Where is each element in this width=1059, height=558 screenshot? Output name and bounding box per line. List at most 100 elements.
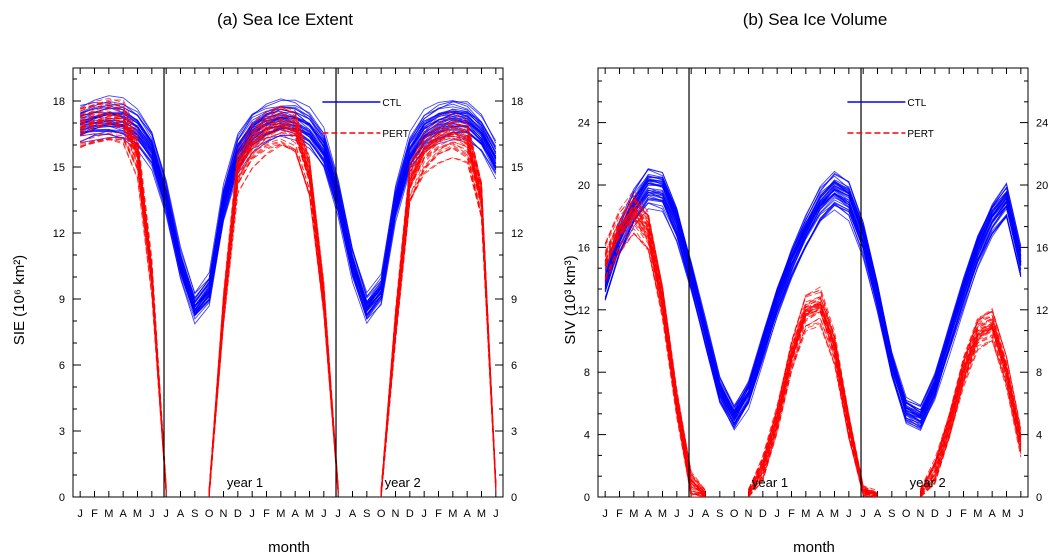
y-tick-label-left: 24 bbox=[578, 118, 590, 130]
y-tick-label-right: 0 bbox=[1036, 492, 1042, 504]
y-tick-label-right: 12 bbox=[511, 228, 523, 240]
panel-a-ylabel: SIE (10⁶ km²) bbox=[11, 255, 28, 345]
month-tick-label: A bbox=[177, 508, 185, 520]
series-ctl-member-line bbox=[80, 117, 497, 309]
legend-label-pert: PERT bbox=[382, 129, 409, 140]
series-ctl-member-line bbox=[80, 133, 497, 325]
series-pert-member-line bbox=[80, 101, 497, 492]
y-tick-label-left: 12 bbox=[53, 228, 65, 240]
series-pert-member-line bbox=[604, 210, 1022, 497]
y-tick-label-left: 4 bbox=[584, 430, 590, 442]
month-tick-label: J bbox=[602, 508, 608, 520]
month-tick-label: N bbox=[220, 508, 228, 520]
y-tick-label-right: 8 bbox=[1036, 367, 1042, 379]
series-pert-member-line bbox=[80, 120, 497, 495]
y-tick-label-left: 8 bbox=[584, 367, 590, 379]
series-ctl-member-line bbox=[80, 110, 497, 304]
series-pert-member-line bbox=[80, 119, 497, 497]
year-annotation: year 1 bbox=[752, 475, 788, 490]
month-tick-label: J bbox=[774, 508, 780, 520]
series-ctl-member-line bbox=[604, 180, 1022, 423]
y-tick-label-right: 16 bbox=[1036, 242, 1048, 254]
series-pert-member-line bbox=[604, 232, 1022, 497]
series-pert-member-line bbox=[80, 138, 497, 497]
month-tick-label: M bbox=[973, 508, 982, 520]
month-tick-label: M bbox=[801, 508, 810, 520]
month-tick-label: O bbox=[902, 508, 911, 520]
month-tick-label: J bbox=[421, 508, 427, 520]
month-tick-label: F bbox=[263, 508, 270, 520]
month-tick-label: M bbox=[448, 508, 457, 520]
month-tick-label: D bbox=[931, 508, 939, 520]
series-pert-member-line bbox=[79, 113, 497, 495]
y-tick-label-right: 18 bbox=[511, 96, 523, 108]
series-ctl-member-line bbox=[604, 191, 1022, 423]
month-tick-label: N bbox=[745, 508, 753, 520]
month-tick-label: S bbox=[716, 508, 723, 520]
month-tick-label: A bbox=[874, 508, 882, 520]
series-pert-member-line bbox=[80, 115, 497, 497]
series-pert-member-line bbox=[604, 232, 1022, 497]
series-pert-ensemble bbox=[604, 189, 1022, 497]
month-tick-label: J bbox=[846, 508, 852, 520]
y-tick-label-left: 0 bbox=[584, 492, 590, 504]
month-tick-label: M bbox=[477, 508, 486, 520]
month-tick-label: F bbox=[616, 508, 623, 520]
month-tick-label: O bbox=[377, 508, 386, 520]
series-pert-member-line bbox=[80, 114, 497, 494]
y-tick-label-left: 3 bbox=[59, 426, 65, 438]
month-tick-label: A bbox=[291, 508, 299, 520]
month-tick-label: J bbox=[335, 508, 341, 520]
month-tick-label: A bbox=[349, 508, 357, 520]
y-tick-label-left: 20 bbox=[578, 180, 590, 192]
month-tick-label: J bbox=[163, 508, 169, 520]
year-annotation: year 2 bbox=[910, 475, 946, 490]
plot-frame bbox=[597, 67, 1029, 498]
month-tick-label: J bbox=[860, 508, 866, 520]
month-tick-label: J bbox=[77, 508, 83, 520]
month-tick-label: M bbox=[658, 508, 667, 520]
month-tick-label: O bbox=[730, 508, 739, 520]
series-pert-member-line bbox=[604, 218, 1022, 497]
month-tick-label: J bbox=[1018, 508, 1024, 520]
month-tick-label: F bbox=[91, 508, 98, 520]
y-tick-label-right: 9 bbox=[511, 294, 517, 306]
y-tick-label-left: 12 bbox=[578, 305, 590, 317]
panel-a-title: (a) Sea Ice Extent bbox=[217, 10, 353, 29]
panel-a-xlabel: month bbox=[268, 539, 310, 556]
panel-b-ylabel: SIV (10³ km³) bbox=[562, 255, 579, 344]
series-ctl-member-line bbox=[80, 106, 497, 306]
series-ctl-member-line bbox=[79, 100, 497, 305]
series-ctl-member-line bbox=[80, 122, 497, 316]
legend-label-pert: PERT bbox=[907, 129, 934, 140]
month-tick-label: D bbox=[234, 508, 242, 520]
month-tick-label: J bbox=[688, 508, 694, 520]
month-tick-label: M bbox=[830, 508, 839, 520]
month-tick-label: A bbox=[119, 508, 127, 520]
series-pert-member-line bbox=[80, 112, 497, 494]
month-tick-label: F bbox=[435, 508, 442, 520]
month-tick-label: J bbox=[493, 508, 499, 520]
series-ctl-member-line bbox=[80, 98, 497, 295]
series-pert-member-line bbox=[604, 218, 1022, 497]
month-tick-label: M bbox=[305, 508, 314, 520]
y-tick-label-left: 0 bbox=[59, 492, 65, 504]
series-pert-member-line bbox=[80, 112, 497, 495]
month-tick-label: O bbox=[205, 508, 214, 520]
series-pert-ensemble bbox=[79, 98, 497, 497]
series-pert-member-line bbox=[604, 209, 1022, 497]
month-tick-label: M bbox=[629, 508, 638, 520]
y-tick-label-left: 6 bbox=[59, 360, 65, 372]
series-pert-member-line bbox=[80, 118, 497, 495]
month-tick-label: F bbox=[788, 508, 795, 520]
y-tick-label-left: 18 bbox=[53, 96, 65, 108]
plot-frame bbox=[72, 67, 504, 498]
year-annotation: year 1 bbox=[227, 475, 263, 490]
panel-b-plot-area: J F M A M J J A S O N D J F M A M J J A S O N D J F M A M J0 04 48 812 12… bbox=[578, 67, 1048, 520]
year-annotation: year 2 bbox=[385, 475, 421, 490]
month-tick-label: D bbox=[759, 508, 767, 520]
series-pert-member-line bbox=[80, 114, 497, 496]
